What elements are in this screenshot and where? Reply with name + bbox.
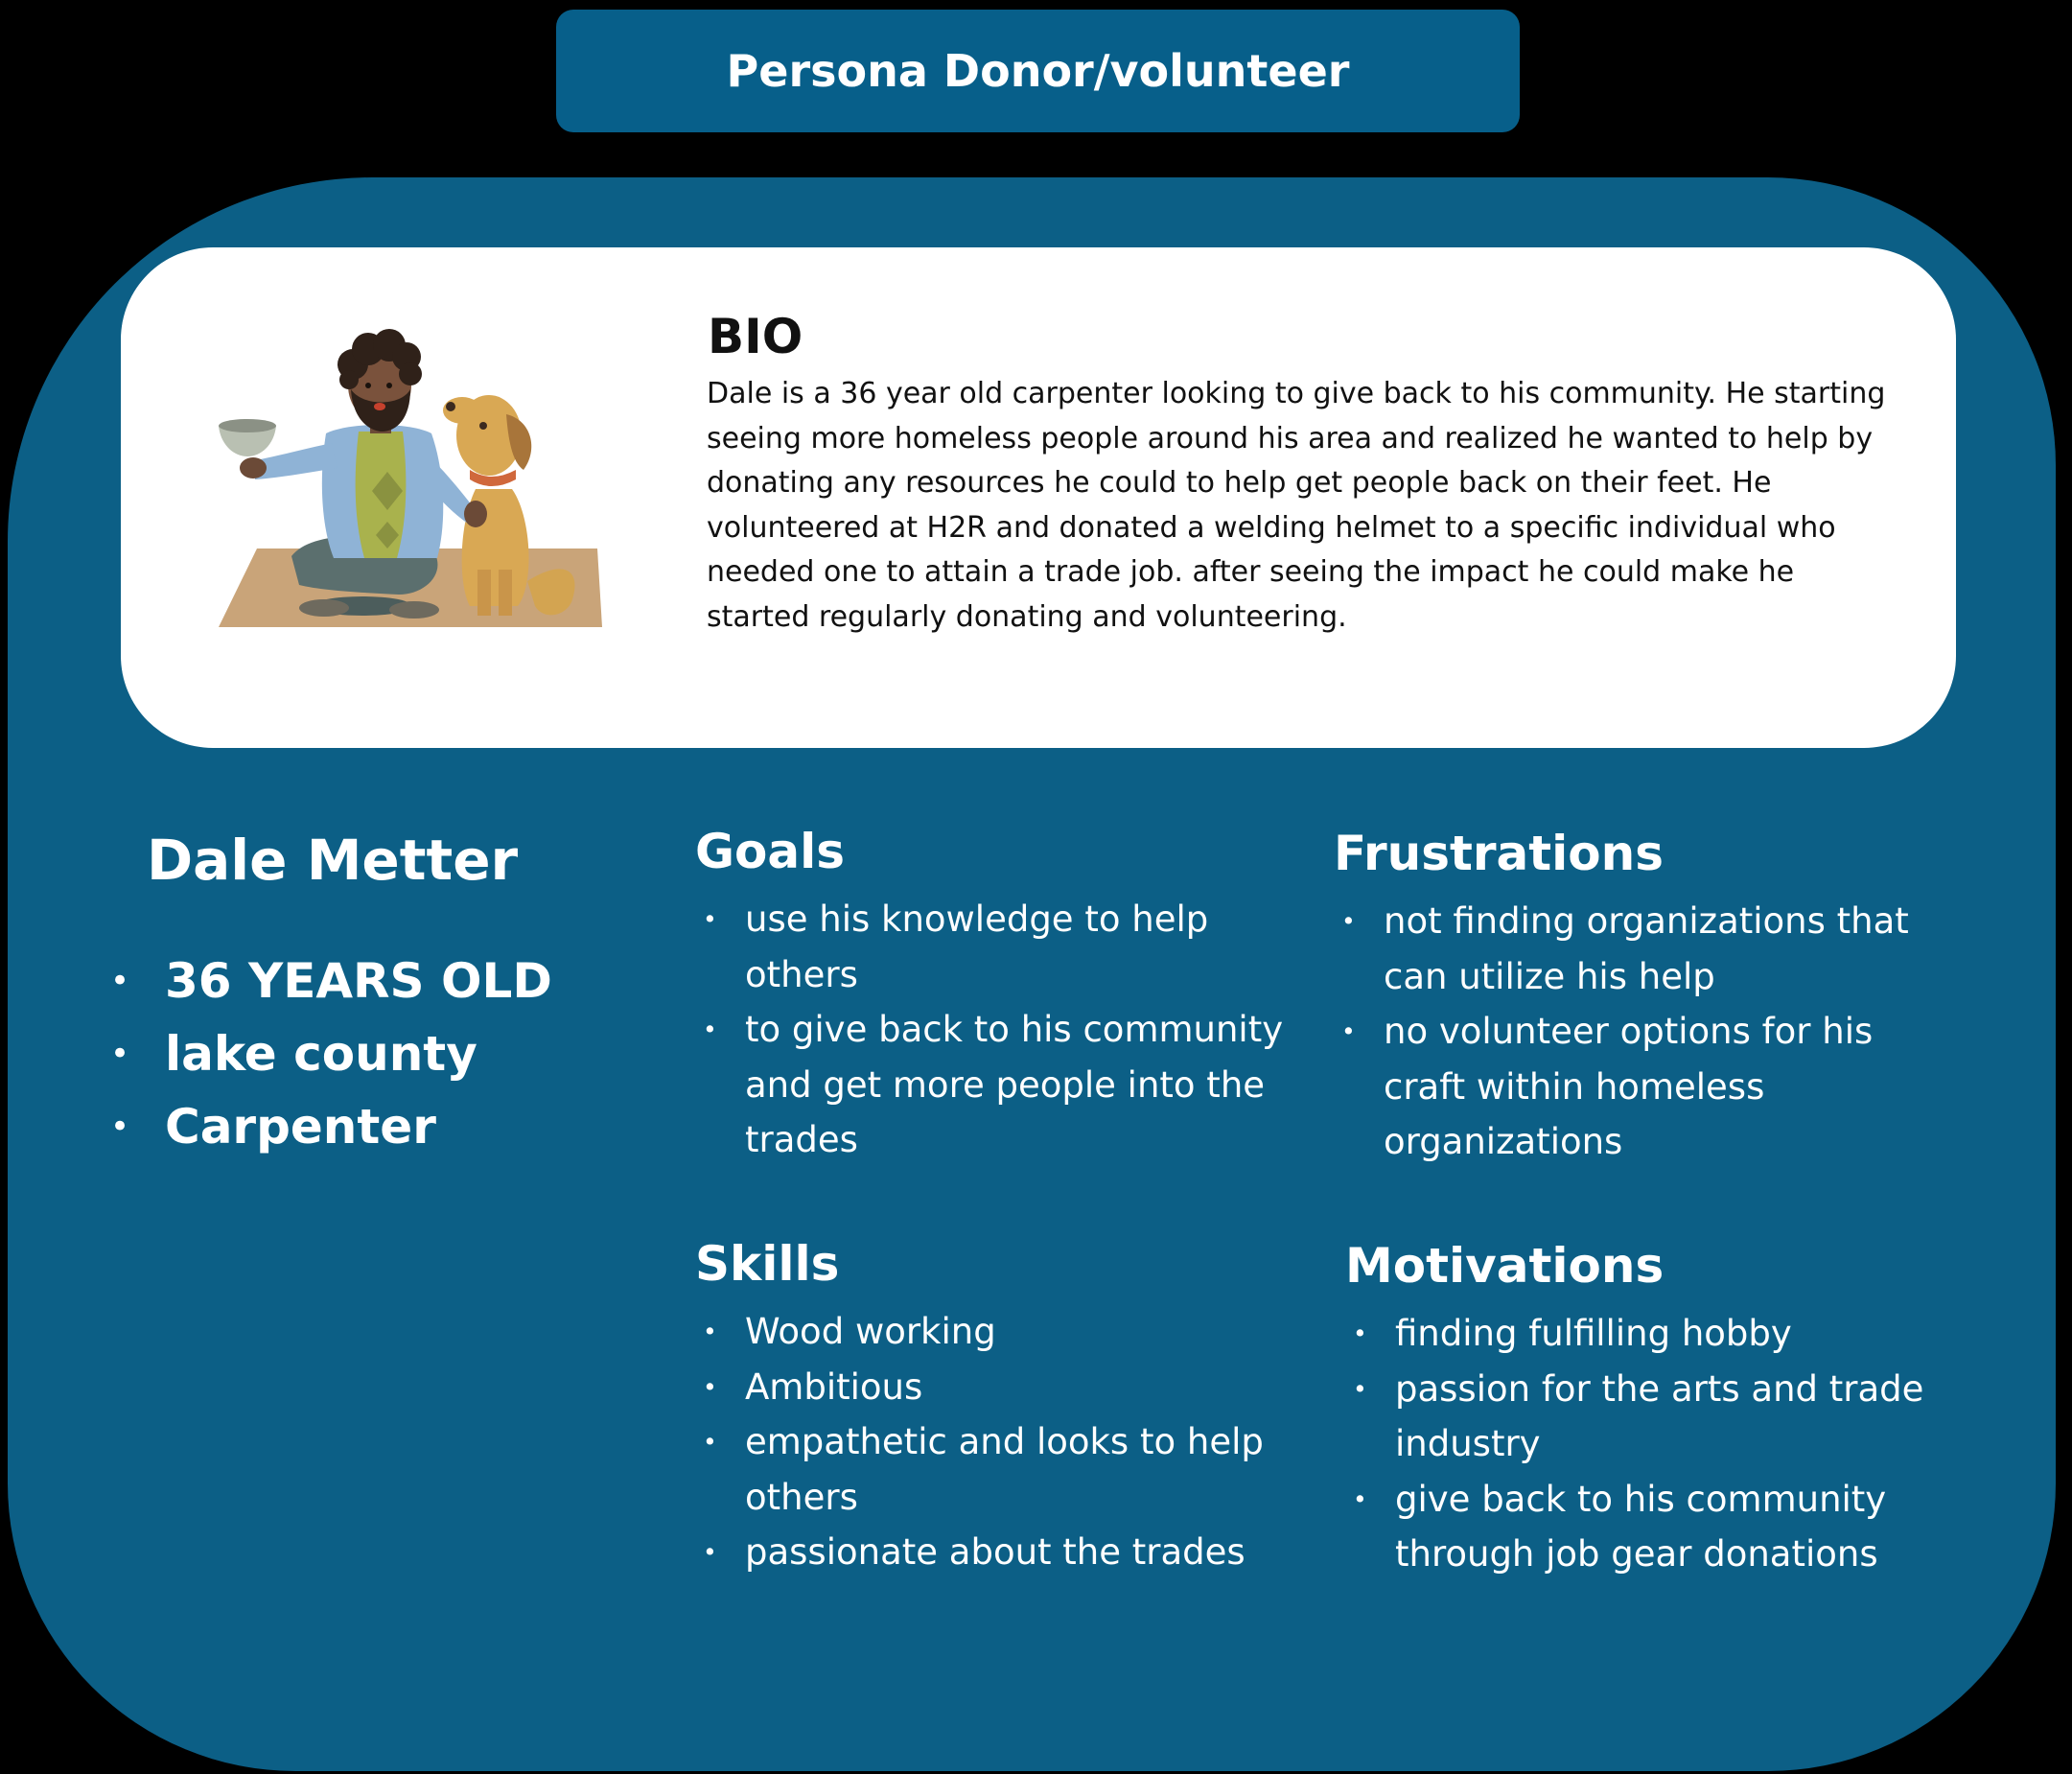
fact-age: 36 YEARS OLD <box>107 945 552 1017</box>
list-item: finding fulfilling hobby <box>1345 1306 1978 1362</box>
list-item: passion for the arts and trade industry <box>1345 1362 1978 1472</box>
list-item: use his knowledge to help others <box>695 892 1309 1002</box>
frustrations-heading: Frustrations <box>1334 826 1665 881</box>
frustrations-section: Frustrations not finding organizations t… <box>1334 823 1947 1170</box>
motivations-heading: Motivations <box>1345 1238 1665 1294</box>
fact-occupation: Carpenter <box>107 1090 552 1163</box>
persona-name: Dale Metter <box>147 828 519 893</box>
list-item: empathetic and looks to help others <box>695 1414 1309 1525</box>
list-item: to give back to his community and get mo… <box>695 1002 1309 1168</box>
persona-facts: 36 YEARS OLD lake county Carpenter <box>107 945 552 1163</box>
skills-section: Skills Wood working Ambitious empathetic… <box>695 1233 1309 1580</box>
fact-location: lake county <box>107 1017 552 1090</box>
persona-title: Persona Donor/volunteer <box>726 45 1350 97</box>
list-item: Wood working <box>695 1304 1309 1360</box>
skills-heading: Skills <box>695 1236 840 1292</box>
list-item: not finding organizations that can utili… <box>1334 894 1947 1004</box>
list-item: passionate about the trades <box>695 1525 1309 1580</box>
bio-text: Dale is a 36 year old carpenter looking … <box>707 377 1886 634</box>
skills-list: Wood working Ambitious empathetic and lo… <box>695 1304 1309 1580</box>
goals-heading: Goals <box>695 824 846 879</box>
list-item: no volunteer options for his craft withi… <box>1334 1004 1947 1170</box>
frustrations-list: not finding organizations that can utili… <box>1334 894 1947 1170</box>
man-with-dog-illustration <box>219 329 602 627</box>
bio-heading: BIO <box>708 309 803 364</box>
list-item: give back to his community through job g… <box>1345 1472 1978 1582</box>
goals-section: Goals use his knowledge to help others t… <box>695 821 1309 1168</box>
goals-list: use his knowledge to help others to give… <box>695 892 1309 1168</box>
motivations-list: finding fulfilling hobby passion for the… <box>1345 1306 1978 1582</box>
list-item: Ambitious <box>695 1360 1309 1415</box>
motivations-section: Motivations finding fulfilling hobby pas… <box>1345 1235 1978 1582</box>
persona-title-banner: Persona Donor/volunteer <box>556 10 1520 132</box>
